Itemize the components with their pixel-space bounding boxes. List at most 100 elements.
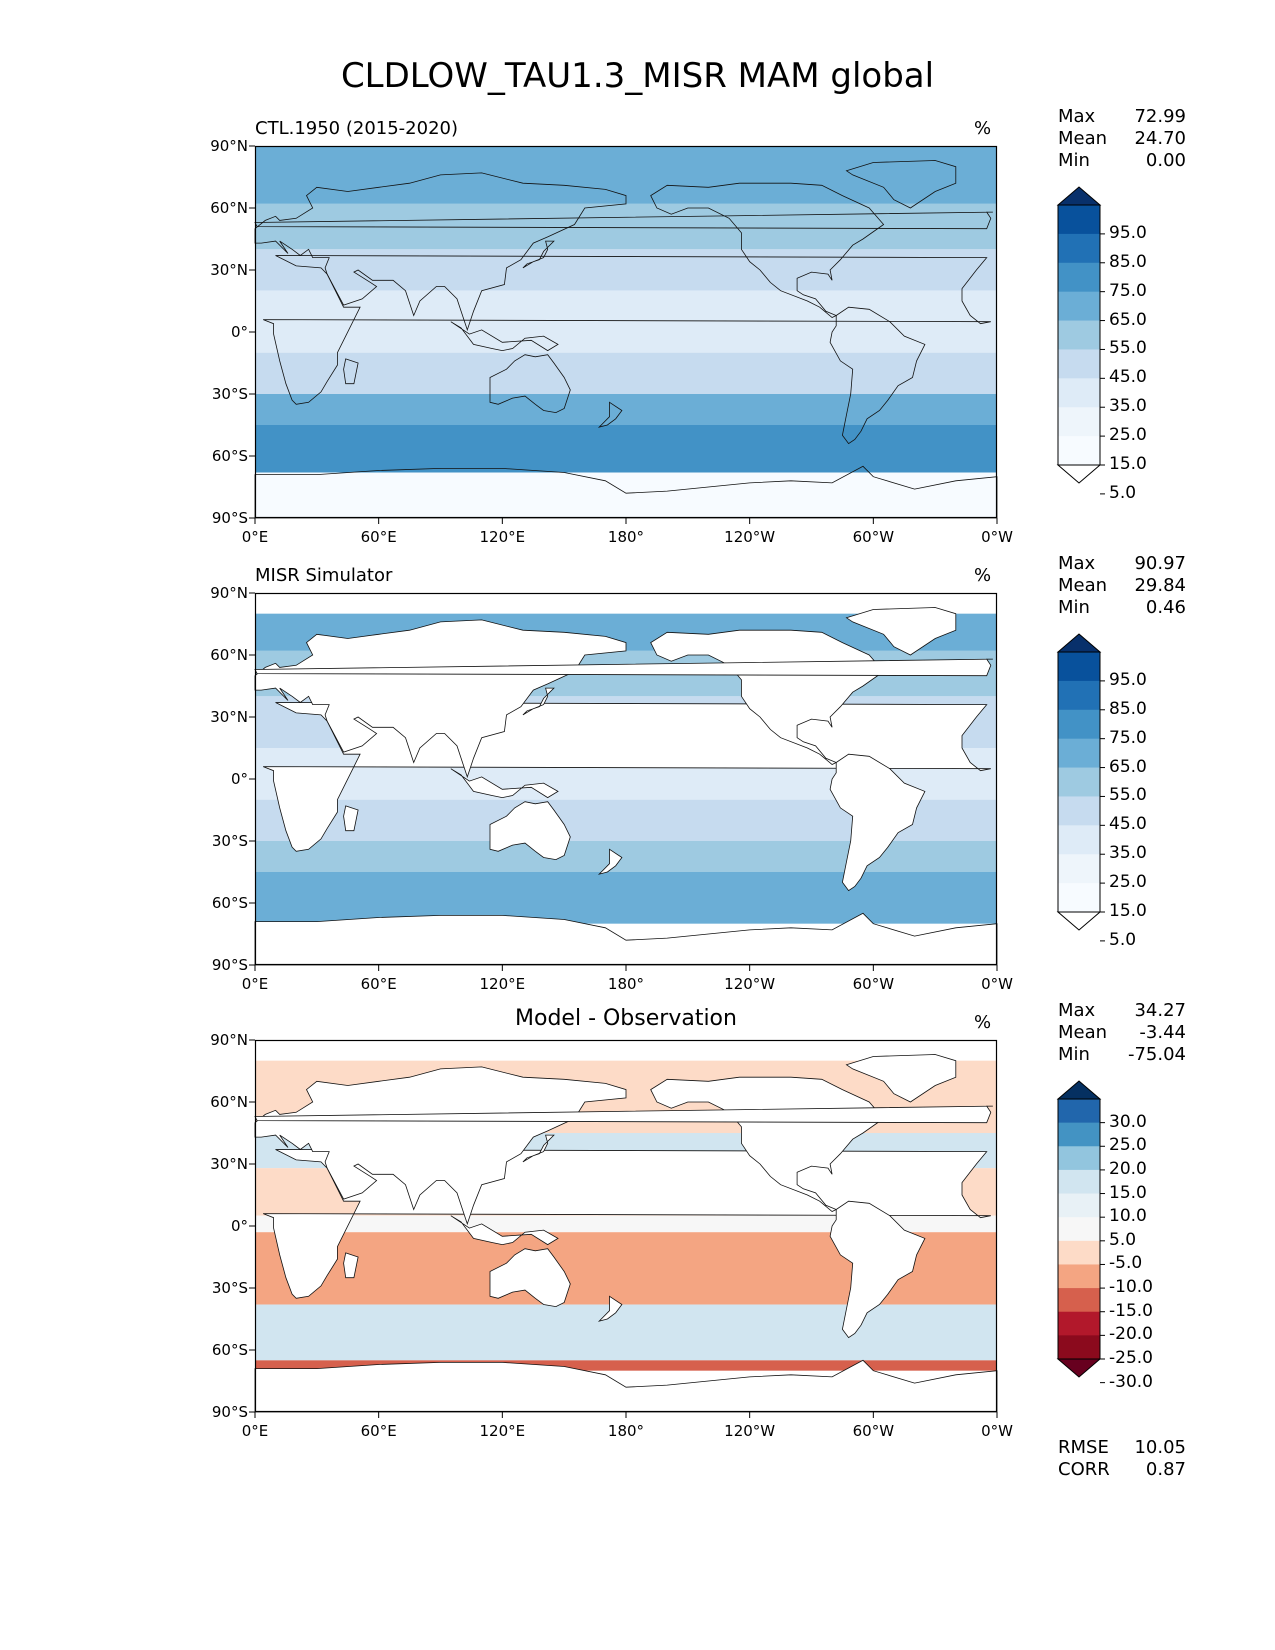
field-band	[255, 1215, 997, 1233]
lon-tick-label: 120°E	[479, 975, 526, 993]
colorbar-swatch	[1058, 1217, 1100, 1242]
colorbar-swatch	[1058, 1122, 1100, 1147]
stat-min: 0.46	[1145, 597, 1186, 618]
lat-tick-label: 30°S	[211, 385, 248, 403]
stat-min-label: Min	[1058, 1044, 1090, 1065]
colorbar-swatch	[1058, 854, 1100, 884]
colorbar-label: -5.0	[1109, 1253, 1143, 1274]
field-band	[255, 1304, 997, 1361]
field-band	[255, 425, 997, 473]
stat-max: 34.27	[1134, 1000, 1186, 1021]
coastline-samerica	[829, 753, 926, 892]
lon-tick-label: 0°W	[981, 528, 1013, 546]
coastline-nz	[597, 1295, 623, 1322]
panel-misr: MISR Simulator % Max 90.97 Mean 29.84 Min 0…	[0, 553, 1275, 1025]
colorbar-label: 15.0	[1109, 454, 1147, 474]
lon-tick-label: 120°E	[479, 1422, 526, 1440]
colorbar-extend-bottom	[1056, 911, 1102, 931]
stat-min-label: Min	[1058, 597, 1090, 618]
stats-box: Max 72.99 Mean 24.70 Min 0.00	[1058, 106, 1186, 172]
colorbar-label: 5.0	[1109, 929, 1137, 950]
coastline-eurasia	[254, 619, 627, 779]
panel-diff: Model - Observation % Max 34.27 Mean -3.44…	[0, 1000, 1275, 1472]
lon-tick-label: 180°	[607, 528, 645, 546]
colorbar-label: 30.0	[1109, 1111, 1147, 1132]
stat-mean-label: Mean	[1058, 128, 1108, 149]
colorbar-swatch	[1058, 709, 1100, 740]
map-area	[249, 592, 998, 971]
lat-tick-label: 30°S	[211, 832, 248, 850]
colorbar-swatch	[1058, 407, 1100, 437]
panel-title: MISR Simulator	[255, 565, 393, 586]
lat-tick-label: 90°S	[211, 956, 248, 974]
lon-tick-label: 120°W	[724, 1422, 776, 1440]
lon-tick-label: 180°	[607, 975, 645, 993]
lon-tick-label: 0°W	[981, 1422, 1013, 1440]
stat-max-label: Max	[1058, 1000, 1096, 1021]
colorbar-label: -20.0	[1109, 1324, 1153, 1345]
colorbar-swatch	[1058, 1169, 1100, 1195]
colorbar-swatch	[1058, 738, 1100, 769]
colorbar-label: 75.0	[1109, 280, 1147, 301]
lat-tick-label: 60°N	[210, 646, 248, 664]
coastline-australia	[489, 801, 571, 861]
lon-tick-label: 60°W	[852, 975, 895, 993]
coastline-indonesia	[450, 768, 559, 799]
colorbar-outline	[1057, 204, 1101, 466]
colorbar-swatch	[1058, 680, 1100, 711]
colorbar-label: 25.0	[1109, 425, 1147, 446]
panel-title: CTL.1950 (2015-2020)	[255, 118, 459, 139]
lat-tick-label: 60°S	[211, 447, 248, 465]
colorbar-svg	[1056, 1080, 1105, 1384]
lon-tick-label: 0°W	[981, 975, 1013, 993]
colorbar-extend-top	[1056, 1080, 1102, 1100]
colorbar-label: 25.0	[1109, 1135, 1147, 1156]
stat-max: 72.99	[1134, 106, 1186, 127]
colorbar-swatch	[1058, 767, 1100, 797]
panel-units: %	[974, 565, 992, 586]
lat-tick-label: 60°S	[211, 894, 248, 912]
coastline-africa	[263, 702, 991, 852]
lat-tick-label: 90°N	[210, 584, 248, 602]
colorbar-swatch	[1058, 436, 1100, 466]
colorbar-svg	[1056, 633, 1105, 942]
stat-mean: 29.84	[1134, 575, 1186, 596]
lat-tick-label: 90°S	[211, 1403, 248, 1421]
colorbar-swatch	[1058, 1099, 1100, 1124]
colorbar-swatch	[1058, 291, 1100, 322]
lon-tick-label: 60°E	[360, 528, 397, 546]
panel-ctl: CTL.1950 (2015-2020) % Max 72.99 Mean 24.7…	[0, 106, 1275, 578]
field-band	[255, 1360, 997, 1371]
colorbar-label: 20.0	[1109, 1158, 1147, 1179]
field-band	[255, 146, 997, 204]
colorbar-label: 55.0	[1109, 338, 1147, 359]
lat-tick-label: 30°N	[210, 708, 248, 726]
coastline-indonesia	[450, 1215, 559, 1246]
lat-tick-label: 0°	[230, 770, 248, 788]
coastline-africa	[263, 1149, 991, 1299]
coastline-eurasia	[254, 1066, 627, 1226]
coastline-greenland	[845, 160, 957, 209]
field-band	[255, 352, 997, 394]
corr-value: 0.87	[1145, 1459, 1186, 1480]
coastline-japan	[522, 240, 555, 269]
coastline-greenland	[845, 1054, 957, 1103]
map-area	[249, 145, 998, 524]
colorbar-outline	[1057, 651, 1101, 913]
coastline-indonesia	[450, 321, 559, 352]
colorbar-swatch	[1058, 796, 1100, 826]
colorbar-swatch	[1058, 1311, 1100, 1336]
corr-label: CORR	[1058, 1459, 1110, 1480]
colorbar-extend-top	[1056, 186, 1102, 206]
colorbar-label: 45.0	[1109, 814, 1147, 835]
coastline-madagascar	[343, 358, 359, 385]
colorbar-label: 65.0	[1109, 756, 1147, 777]
lon-tick-label: 180°	[607, 1422, 645, 1440]
coastline-madagascar	[343, 805, 359, 832]
colorbar-extend-top	[1056, 633, 1102, 653]
colorbar-swatch	[1058, 1146, 1100, 1171]
lat-tick-label: 30°N	[210, 1155, 248, 1173]
colorbar-label: 35.0	[1109, 396, 1147, 417]
colorbar-swatch	[1058, 262, 1100, 293]
lat-tick-label: 0°	[230, 323, 248, 341]
